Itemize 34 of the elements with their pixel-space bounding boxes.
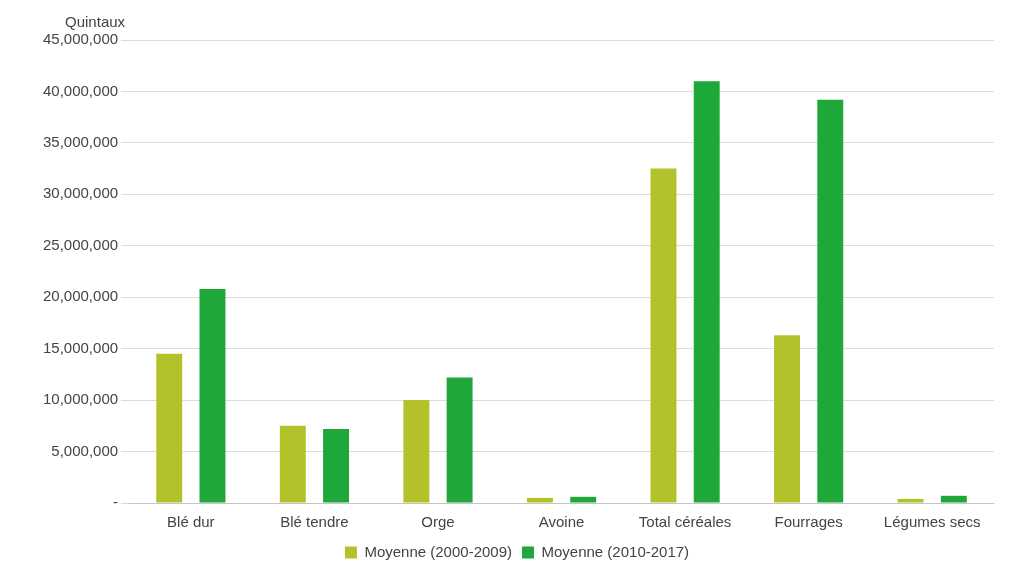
bar bbox=[897, 498, 924, 503]
x-tick-label: Orge bbox=[421, 513, 455, 531]
x-tick-label: Blé tendre bbox=[280, 513, 349, 531]
y-axis-title: Quintaux bbox=[65, 12, 126, 30]
bar bbox=[403, 400, 430, 503]
bar bbox=[156, 353, 183, 503]
bar bbox=[279, 425, 306, 503]
legend-label: Moyenne (2000-2009) bbox=[364, 542, 513, 560]
x-tick-label: Total céréales bbox=[638, 513, 732, 531]
y-tick-label: 30,000,000 bbox=[43, 184, 119, 202]
bar bbox=[526, 497, 553, 503]
y-tick-label: 45,000,000 bbox=[43, 30, 119, 48]
y-tick-label: 25,000,000 bbox=[43, 235, 119, 253]
bar bbox=[570, 496, 597, 503]
x-tick-label: Avoine bbox=[538, 513, 585, 531]
x-tick-label: Légumes secs bbox=[883, 513, 981, 531]
bar bbox=[199, 288, 226, 503]
bar bbox=[817, 99, 844, 503]
bar bbox=[693, 81, 720, 503]
bar bbox=[323, 428, 350, 503]
y-tick-label: 5,000,000 bbox=[51, 441, 119, 459]
y-tick-label: 20,000,000 bbox=[43, 287, 119, 305]
y-tick-label: 35,000,000 bbox=[43, 133, 119, 151]
y-tick-label: 40,000,000 bbox=[43, 81, 119, 99]
y-tick-label: 15,000,000 bbox=[43, 338, 119, 356]
legend-label: Moyenne (2010-2017) bbox=[541, 542, 690, 560]
x-tick-label: Fourrages bbox=[774, 513, 843, 531]
y-tick-label: - bbox=[113, 493, 119, 511]
bar bbox=[940, 495, 967, 503]
bar bbox=[650, 168, 677, 503]
x-tick-label: Blé dur bbox=[167, 513, 215, 531]
bar bbox=[446, 377, 473, 503]
bar bbox=[774, 335, 801, 503]
y-tick-label: 10,000,000 bbox=[43, 390, 119, 408]
